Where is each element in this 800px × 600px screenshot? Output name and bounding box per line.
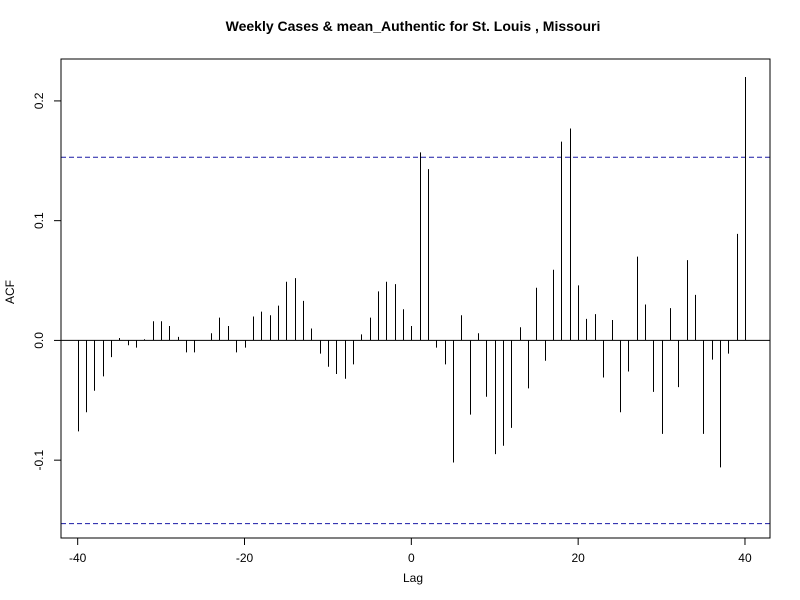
chart-title: Weekly Cases & mean_Authentic for St. Lo… [226,18,601,34]
x-tick-label: 40 [738,551,752,565]
plot-area [61,76,770,525]
y-tick-label: 0.2 [32,92,46,109]
x-tick-label: -40 [69,551,87,565]
plot-frame [60,58,771,539]
y-tick-label: 0.0 [32,332,46,349]
y-axis: -0.1 0.0 0.1 0.2 [32,92,61,471]
y-tick-label: 0.1 [32,212,46,229]
x-axis-label: Lag [403,571,423,585]
x-axis: -40 -20 0 20 40 [69,537,752,565]
y-tick-label: -0.1 [32,450,46,471]
x-tick-label: 20 [571,551,585,565]
y-axis-label: ACF [3,280,17,304]
x-tick-label: 0 [408,551,415,565]
x-tick-label: -20 [236,551,254,565]
